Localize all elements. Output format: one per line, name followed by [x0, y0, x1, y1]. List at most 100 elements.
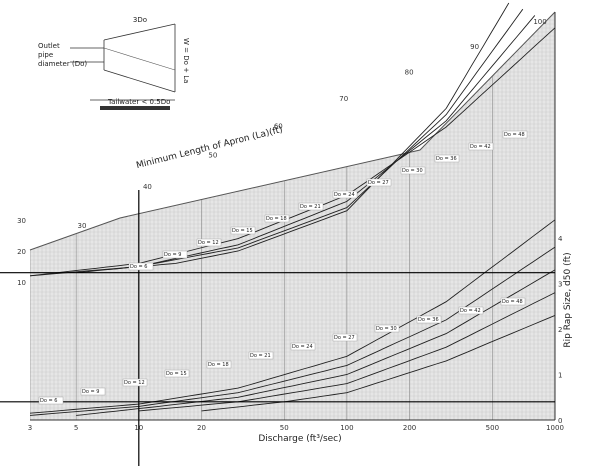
riprap-size-curve-1	[29, 219, 556, 414]
length-curve-label-box	[434, 154, 460, 163]
inset-diagonal	[103, 47, 176, 71]
right-tick-label: 2	[558, 326, 562, 334]
apron-length-curve-4	[106, 2, 510, 271]
size-curve-label: Do = 24	[292, 344, 313, 350]
diagonal-tick-label: 50	[208, 152, 217, 160]
length-curve-label: Do = 24	[334, 192, 355, 198]
x-tick-label: 5	[74, 424, 78, 432]
x-tick-label: 500	[486, 424, 499, 432]
length-curve-label: Do = 12	[198, 240, 219, 246]
right-tick-label: 3	[558, 281, 562, 289]
x-tick-label: 1000	[546, 424, 564, 432]
diagonal-tick-label: 100	[533, 18, 546, 26]
plot-region-boundary	[29, 11, 556, 251]
apron-inset-diagram: 3Do Outlet pipe diameter (Do) W = Do + L…	[34, 16, 192, 114]
length-curve-label: Do = 36	[436, 156, 457, 162]
left-tick-label: 20	[17, 248, 26, 256]
size-curve-label-box	[332, 333, 358, 342]
length-curve-label: Do = 48	[504, 132, 525, 138]
size-curve-label-box	[500, 297, 526, 306]
length-curve-label: Do = 9	[164, 252, 181, 258]
right-tick-label: 4	[558, 235, 563, 243]
right-tick-label: 1	[558, 372, 562, 380]
right-axis-title: Rip Rap Size, d50 (ft)	[563, 252, 573, 347]
diagonal-tick-label: 60	[274, 123, 283, 131]
left-tick-label: 30	[17, 217, 26, 225]
size-curve-label-box	[248, 351, 274, 360]
inset-label-width: W = Do + La	[182, 38, 190, 83]
length-curve-label: Do = 27	[368, 180, 389, 186]
size-curve-label-box	[38, 396, 64, 405]
x-axis-title: Discharge (ft³/sec)	[258, 434, 341, 444]
x-tick-label: 10	[134, 424, 143, 432]
series-layer	[29, 2, 556, 416]
inset-apron-bottom	[103, 69, 176, 93]
length-curve-label-box	[400, 166, 426, 175]
size-curve-label: Do = 30	[376, 326, 397, 332]
diagonal-tick-label: 40	[143, 183, 152, 191]
apron-length-curve-1	[29, 27, 556, 277]
length-curve-label-box	[468, 142, 494, 151]
length-curve-label-box	[128, 262, 154, 271]
inset-label-tailwater: Tailwater < 0.5Do	[107, 98, 170, 106]
diagonal-axis-title: Minimum Length of Apron (La)(ft)	[135, 125, 284, 171]
left-tick-label: 10	[17, 279, 26, 287]
size-curve-label: Do = 27	[334, 335, 355, 341]
size-curve-label: Do = 15	[166, 371, 187, 377]
length-curve-label-box	[230, 226, 256, 235]
length-curve-label-box	[264, 214, 290, 223]
size-curve-label-box	[122, 378, 148, 387]
diagonal-tick-label: 30	[78, 222, 87, 230]
length-curve-label-box	[332, 190, 358, 199]
riprap-size-curve-4	[138, 292, 556, 412]
inset-apron-top	[103, 23, 176, 41]
length-curve-label: Do = 6	[130, 264, 147, 270]
length-curve-label: Do = 30	[402, 168, 423, 174]
size-curve-label-box	[290, 342, 316, 351]
diagonal-tick-label: 90	[470, 43, 479, 51]
x-tick-label: 50	[280, 424, 289, 432]
length-curve-label-box	[298, 202, 324, 211]
riprap-size-curve-5	[201, 314, 556, 412]
size-curve-label-box	[80, 387, 106, 396]
size-curve-label: Do = 42	[460, 308, 481, 314]
size-curve-label-box	[458, 306, 484, 315]
length-curve-label-box	[502, 130, 528, 139]
inset-label-pipe-2: pipe	[38, 51, 53, 59]
size-curve-label: Do = 48	[502, 299, 523, 305]
length-curve-label: Do = 21	[300, 204, 321, 210]
length-curve-label: Do = 15	[232, 228, 253, 234]
length-curve-label-box	[196, 238, 222, 247]
inset-label-pipe-1: Outlet	[38, 42, 60, 50]
x-tick-label: 3	[28, 424, 32, 432]
size-curve-label: Do = 18	[208, 362, 229, 368]
size-curve-label: Do = 21	[250, 353, 271, 359]
x-tick-label: 200	[403, 424, 416, 432]
size-curve-label-box	[416, 315, 442, 324]
inset-label-3do: 3Do	[133, 16, 147, 24]
right-tick-label: 0	[558, 417, 562, 425]
length-curve-label-box	[162, 250, 188, 259]
length-curve-label-box	[366, 178, 392, 187]
diagonal-tick-label: 70	[339, 95, 348, 103]
inset-tailwater-bar	[100, 106, 170, 110]
riprap-size-curve-3	[76, 269, 556, 416]
curve-labels: Do = 6 Do = 9 Do = 12 Do = 15 Do = 18 Do = 21…	[38, 130, 528, 405]
size-curve-label-box	[374, 324, 400, 333]
size-curve-label: Do = 9	[82, 389, 99, 395]
tick-labels: 3 5 10 20 50 100 200 500 1000 10 20 30 0 1 2 3 4 30 40 50 60…	[17, 18, 564, 432]
size-curve-label: Do = 36	[418, 317, 439, 323]
length-curve-label: Do = 18	[266, 216, 287, 222]
size-curve-label: Do = 6	[40, 398, 57, 404]
diagonal-tick-label: 80	[405, 69, 414, 77]
inset-label-pipe-3: diameter (Do)	[38, 60, 87, 68]
size-curve-label-box	[164, 369, 190, 378]
x-tick-label: 20	[197, 424, 206, 432]
example-lines	[0, 190, 555, 466]
size-curve-label: Do = 12	[124, 380, 145, 386]
x-tick-label: 100	[340, 424, 353, 432]
size-curve-label-box	[206, 360, 232, 369]
inset-background	[34, 16, 192, 114]
length-curve-label: Do = 42	[470, 144, 491, 150]
